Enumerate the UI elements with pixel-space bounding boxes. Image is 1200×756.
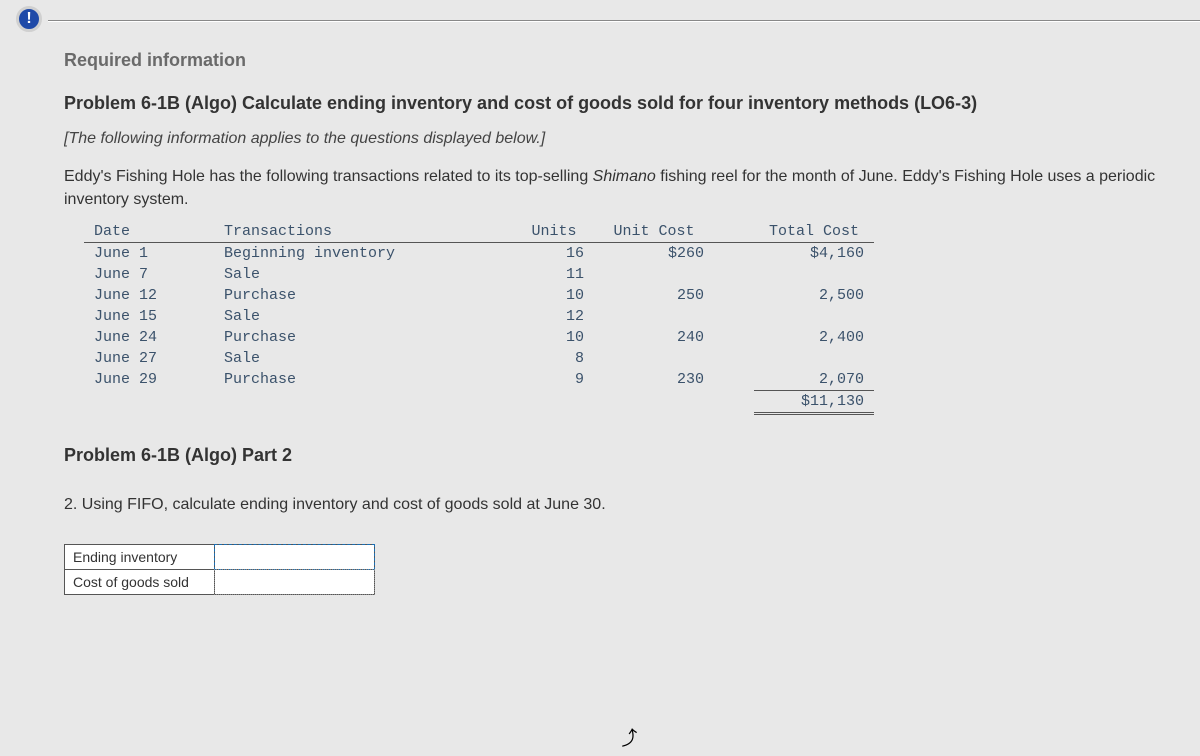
cogs-input-cell (215, 569, 375, 594)
paragraph-italic: Shimano (593, 168, 656, 185)
cell-unitcost: 250 (594, 285, 714, 306)
cell-date: June 7 (84, 264, 214, 285)
cell-units: 10 (514, 327, 594, 348)
answer-table: Ending inventory Cost of goods sold (64, 544, 375, 595)
table-header-row: Date Transactions Units Unit Cost Total … (84, 221, 874, 243)
cell-date: June 29 (84, 369, 214, 391)
col-totalcost-header: Total Cost (754, 221, 874, 243)
required-information-heading: Required information (64, 50, 1200, 71)
cell-totalcost (754, 306, 874, 327)
cell-units: 11 (514, 264, 594, 285)
cell-totalcost: 2,400 (754, 327, 874, 348)
cell-spacer (714, 242, 754, 264)
cell-spacer (714, 264, 754, 285)
cell-unitcost (594, 348, 714, 369)
col-date-header: Date (84, 221, 214, 243)
cell-trans: Sale (214, 306, 514, 327)
problem-title: Problem 6-1B (Algo) Calculate ending inv… (64, 91, 1200, 116)
cell-totalcost: 2,070 (754, 369, 874, 391)
cell-units: 9 (514, 369, 594, 391)
cell-totalcost (754, 348, 874, 369)
table-total-row: $11,130 (84, 390, 874, 413)
problem-paragraph: Eddy's Fishing Hole has the following tr… (64, 166, 1200, 211)
cell-unitcost: 230 (594, 369, 714, 391)
alert-badge-text: ! (26, 10, 31, 28)
cell-date: June 27 (84, 348, 214, 369)
table-row: June 29 Purchase 9 230 2,070 (84, 369, 874, 391)
cogs-input[interactable] (215, 570, 374, 594)
col-units-header: Units (514, 221, 594, 243)
cell-date: June 24 (84, 327, 214, 348)
transactions-table-wrap: Date Transactions Units Unit Cost Total … (84, 221, 1200, 415)
table-row: June 15 Sale 12 (84, 306, 874, 327)
table-row: June 12 Purchase 10 250 2,500 (84, 285, 874, 306)
cogs-label: Cost of goods sold (65, 569, 215, 594)
table-row: June 7 Sale 11 (84, 264, 874, 285)
answer-row-ending-inventory: Ending inventory (65, 544, 375, 569)
col-spacer (714, 221, 754, 243)
cell-totalcost (754, 264, 874, 285)
cell-units: 16 (514, 242, 594, 264)
cell-date: June 12 (84, 285, 214, 306)
cell-empty (594, 390, 714, 413)
ending-inventory-label: Ending inventory (65, 544, 215, 569)
cell-totalcost: 2,500 (754, 285, 874, 306)
cell-trans: Purchase (214, 285, 514, 306)
cell-totalcost: $4,160 (754, 242, 874, 264)
cell-empty (214, 390, 514, 413)
cell-spacer (714, 348, 754, 369)
ending-inventory-input-cell (215, 544, 375, 569)
cell-trans: Purchase (214, 327, 514, 348)
transactions-tbody: June 1 Beginning inventory 16 $260 $4,16… (84, 242, 874, 413)
table-row: June 24 Purchase 10 240 2,400 (84, 327, 874, 348)
cell-trans: Sale (214, 264, 514, 285)
cell-total-sum: $11,130 (754, 390, 874, 413)
cell-trans: Sale (214, 348, 514, 369)
alert-badge: ! (16, 6, 42, 32)
cell-units: 8 (514, 348, 594, 369)
col-transactions-header: Transactions (214, 221, 514, 243)
paragraph-prefix: Eddy's Fishing Hole has the following tr… (64, 168, 593, 185)
cell-trans: Purchase (214, 369, 514, 391)
cell-empty (714, 390, 754, 413)
cell-units: 12 (514, 306, 594, 327)
table-row: June 27 Sale 8 (84, 348, 874, 369)
cell-spacer (714, 285, 754, 306)
cell-date: June 1 (84, 242, 214, 264)
cell-spacer (714, 369, 754, 391)
top-divider (48, 20, 1200, 22)
cell-unitcost (594, 264, 714, 285)
cell-empty (514, 390, 594, 413)
transactions-table: Date Transactions Units Unit Cost Total … (84, 221, 874, 415)
cell-units: 10 (514, 285, 594, 306)
content-container: Required information Problem 6-1B (Algo)… (64, 50, 1200, 756)
question-text: 2. Using FIFO, calculate ending inventor… (64, 496, 1200, 514)
cell-unitcost (594, 306, 714, 327)
cell-spacer (714, 327, 754, 348)
cell-spacer (714, 306, 754, 327)
cell-trans: Beginning inventory (214, 242, 514, 264)
answer-row-cogs: Cost of goods sold (65, 569, 375, 594)
cell-empty (84, 390, 214, 413)
cell-date: June 15 (84, 306, 214, 327)
col-unitcost-header: Unit Cost (594, 221, 714, 243)
cell-unitcost: 240 (594, 327, 714, 348)
cell-unitcost: $260 (594, 242, 714, 264)
context-note: [The following information applies to th… (64, 130, 1200, 148)
part2-title: Problem 6-1B (Algo) Part 2 (64, 445, 1200, 466)
table-row: June 1 Beginning inventory 16 $260 $4,16… (84, 242, 874, 264)
ending-inventory-input[interactable] (215, 545, 374, 569)
